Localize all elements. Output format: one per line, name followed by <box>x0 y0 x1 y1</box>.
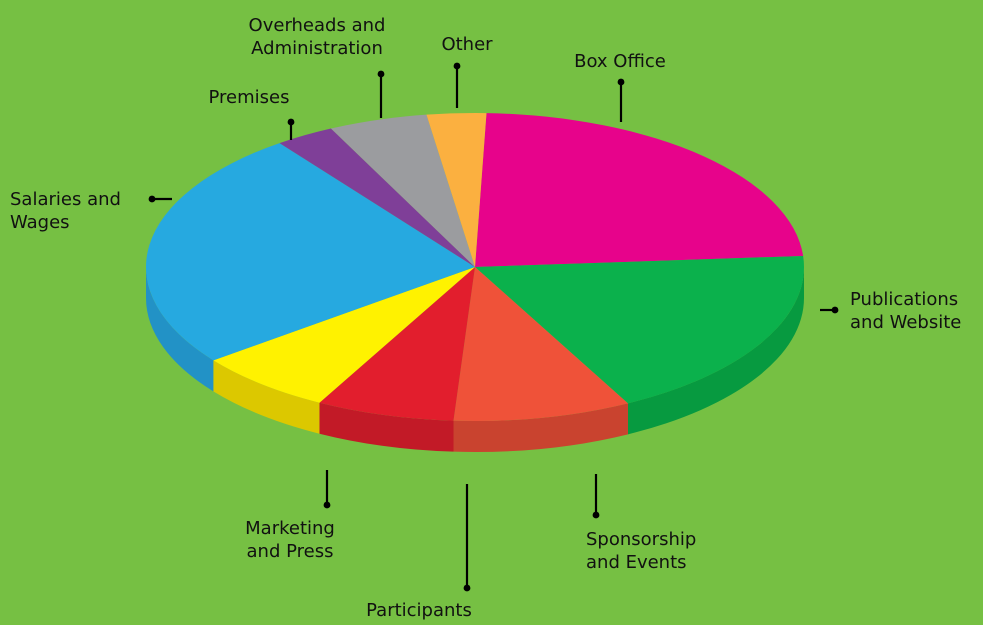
callout-box-office: Box Office <box>574 51 666 122</box>
pie-sides <box>146 267 804 452</box>
pie-slice-marketing-and-press <box>213 267 476 403</box>
slice-label-salaries-and-wages: Salaries and Wages <box>10 189 121 233</box>
callout-dot-salaries-and-wages <box>148 195 156 203</box>
pie-slice-premises <box>279 128 475 267</box>
callout-other: Other <box>441 34 493 108</box>
callout-dot-overheads-and-administration <box>377 70 385 78</box>
callout-dot-other <box>453 62 461 70</box>
slice-label-marketing-and-press: Marketing and Press <box>245 518 335 562</box>
callout-dot-premises <box>287 118 295 126</box>
callout-dot-marketing-and-press <box>323 501 331 509</box>
callout-publications-and-website: Publications and Website <box>820 289 961 333</box>
pie-slice-sponsorship-and-events <box>453 267 628 421</box>
pie-callouts: Box Office Publications and Website Sponsor… <box>10 15 961 621</box>
pie-side-sponsorship-and-events <box>453 403 628 452</box>
callout-marketing-and-press: Marketing and Press <box>245 470 335 562</box>
pie-side-participants <box>319 402 454 452</box>
callout-dot-sponsorship-and-events <box>592 511 600 519</box>
callout-sponsorship-and-events: Sponsorship and Events <box>586 474 696 573</box>
pie-side-salaries-and-wages <box>146 267 214 392</box>
pie-slice-salaries-and-wages <box>146 143 476 361</box>
pie-side-marketing-and-press <box>213 360 320 434</box>
callout-salaries-and-wages: Salaries and Wages <box>10 189 172 233</box>
callout-overheads-and-administration: Overheads and Administration <box>249 15 386 118</box>
pie-slice-publications-and-website <box>475 255 804 404</box>
slice-label-sponsorship-and-events: Sponsorship and Events <box>586 529 696 573</box>
callout-dot-box-office <box>617 78 625 86</box>
pie-slice-other <box>426 113 487 267</box>
callout-dot-publications-and-website <box>831 306 839 314</box>
slice-label-box-office: Box Office <box>574 51 666 72</box>
pie-slice-overheads-and-administration <box>330 114 475 267</box>
callout-participants: Participants <box>366 484 472 621</box>
slice-label-premises: Premises <box>209 87 290 108</box>
slice-label-overheads-and-administration: Overheads and Administration <box>249 15 386 59</box>
slice-label-publications-and-website: Publications and Website <box>850 289 961 333</box>
callout-premises: Premises <box>209 87 295 140</box>
slice-label-participants: Participants <box>366 600 472 621</box>
pie-tops <box>146 113 804 421</box>
pie-side-publications-and-website <box>627 267 804 435</box>
pie-slice-box-office <box>475 113 804 267</box>
pie-slice-participants <box>319 267 475 421</box>
slice-label-other: Other <box>441 34 493 55</box>
callout-dot-participants <box>463 584 471 592</box>
